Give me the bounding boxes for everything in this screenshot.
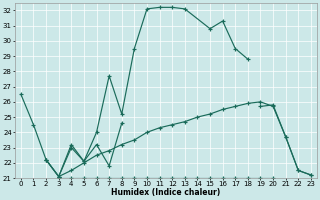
- X-axis label: Humidex (Indice chaleur): Humidex (Indice chaleur): [111, 188, 220, 197]
